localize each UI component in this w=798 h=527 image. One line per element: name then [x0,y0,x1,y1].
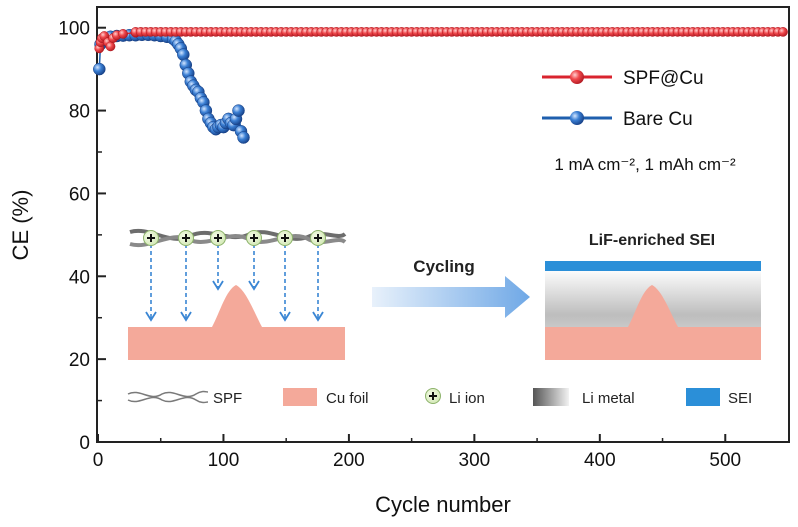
series-bare-cu [93,28,250,144]
inset-legend-label: SEI [728,390,752,407]
spf-wave-icon [127,390,209,404]
data-point-spf-cu [105,41,116,52]
series-spf-cu [94,27,788,54]
inset-title: LiF-enriched SEI [589,232,715,249]
legend: SPF@Cu Bare Cu [542,68,704,130]
li-ion-icon [277,230,293,246]
y-tick-label: 0 [79,433,90,454]
data-point-bare-cu [232,104,245,117]
legend-marker-blue-icon [570,111,584,125]
inset-legend-sei: SEI [686,388,752,407]
li-metal-swatch [533,388,569,406]
data-point-bare-cu [237,131,250,144]
legend-label-spf-cu: SPF@Cu [623,68,704,89]
plot-frame [96,6,790,443]
cycling-arrow-icon [372,276,530,318]
data-point-spf-cu [118,29,128,39]
x-tick-label: 500 [709,450,741,471]
cycling-label: Cycling [413,257,474,276]
cycling-arrow: Cycling [372,257,530,318]
legend-item-spf-cu: SPF@Cu [542,68,704,89]
inset-legend-label: Li metal [582,390,635,407]
cu-foil-swatch [283,388,317,406]
li-ion-markers [143,230,326,246]
inset-legend-li-metal: Li metal [533,388,635,407]
cu-foil-with-dendrite-after [545,285,761,360]
li-ion-icon [310,230,326,246]
y-tick-label: 100 [58,19,90,40]
data-point-spf-cu [778,27,788,37]
inset-legend-label: Li ion [449,390,485,407]
inset-before-cycling [128,228,347,360]
li-ion-icon [178,230,194,246]
x-tick-label: 300 [459,450,491,471]
inset-legend-cu-foil: Cu foil [283,388,369,407]
inset-legend-label: Cu foil [326,390,369,407]
li-ion-icon [246,230,262,246]
li-ion-arrows [150,244,319,318]
legend-label-bare-cu: Bare Cu [623,109,693,130]
axis-ticks: 0 100 200 300 400 500 0 20 40 60 80 100 [58,19,741,471]
x-tick-label: 200 [333,450,365,471]
y-tick-label: 60 [69,184,90,205]
inset-legend-spf: SPF [127,390,242,407]
x-tick-label: 0 [93,450,104,471]
condition-label: 1 mA cm⁻², 1 mAh cm⁻² [554,155,736,174]
inset-legend-li-ion: Li ion [425,388,485,407]
sei-layer [545,261,761,271]
data-point-bare-cu [93,62,106,76]
li-ion-icon [210,230,226,246]
inset-legend-label: SPF [213,390,242,407]
sei-swatch [686,388,720,406]
x-tick-label: 400 [584,450,616,471]
data-point-bare-cu [177,48,190,61]
li-ion-arrowheads [145,280,324,322]
x-axis-label: Cycle number [375,492,511,517]
x-tick-label: 100 [208,450,240,471]
series-layer [93,27,788,144]
inset-schematic: Cycling LiF-enriched SEI SPF Cu foil [127,228,761,407]
inset-legend: SPF Cu foil Li ion Li metal SEI [127,388,752,407]
y-tick-label: 20 [69,350,90,371]
li-ion-icon [425,388,441,404]
li-ion-icon [143,230,159,246]
y-tick-label: 80 [69,102,90,123]
y-tick-label: 40 [69,267,90,288]
cu-foil-with-dendrite [128,285,345,360]
legend-marker-red-icon [570,70,584,84]
legend-item-bare-cu: Bare Cu [542,109,693,130]
y-axis-label: CE (%) [8,190,33,261]
inset-after-cycling: LiF-enriched SEI [545,232,761,360]
